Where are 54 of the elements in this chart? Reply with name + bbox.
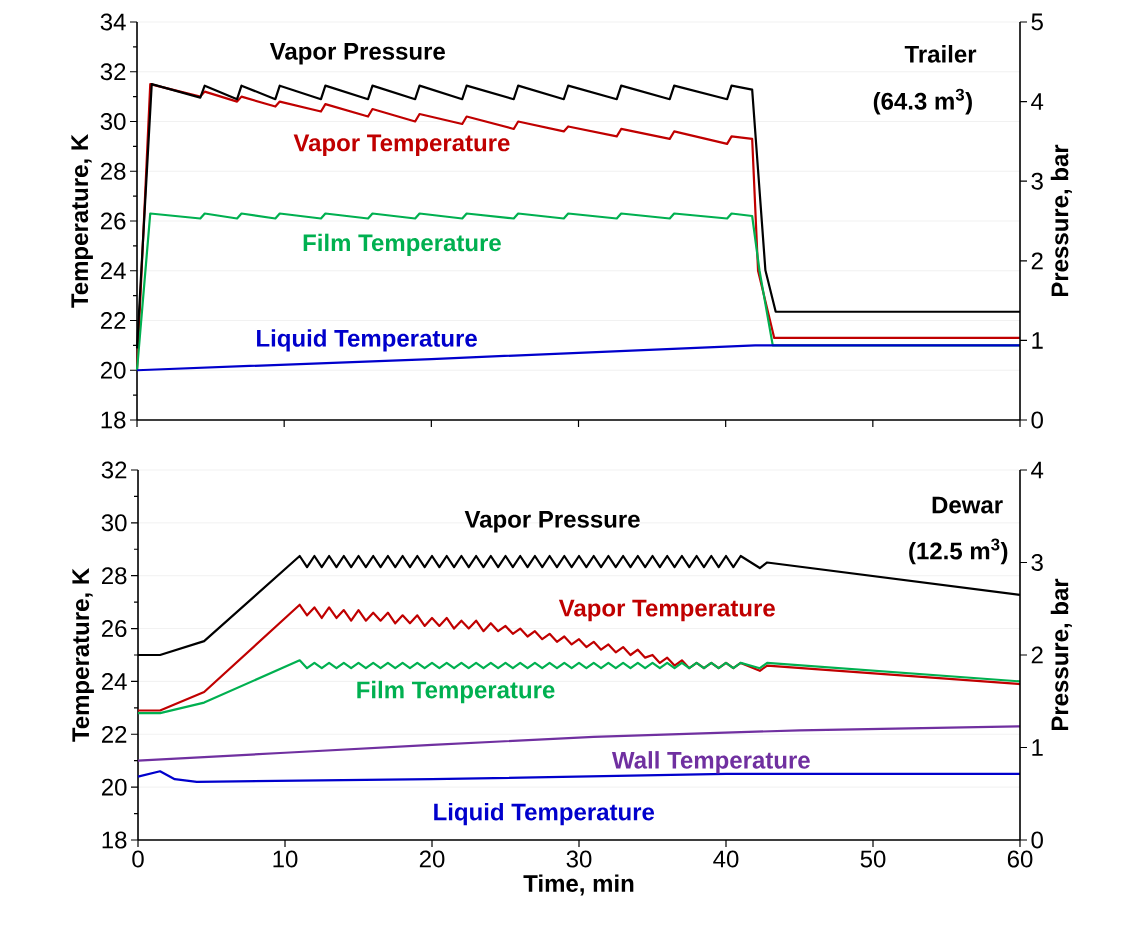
series-label: Wall Temperature [611, 751, 810, 774]
x-tick-label: 60 [1007, 850, 1033, 868]
y-tick-label: 34 [100, 13, 126, 31]
x-tick-label: 50 [860, 850, 886, 868]
y2-tick-label: 4 [1031, 93, 1044, 110]
y-tick-label: 32 [101, 461, 127, 479]
y-tick-label: 18 [101, 411, 126, 429]
y2-tick-label: 0 [1031, 411, 1043, 429]
y-tick-label: 32 [100, 63, 126, 81]
y-tick-label: 26 [100, 212, 126, 230]
y2-tick-label: 2 [1031, 252, 1043, 270]
annotation: Dewar [932, 496, 1003, 514]
x-axis-title: Time, min [523, 874, 634, 896]
y2-tick-label: 5 [1031, 13, 1043, 31]
series-label: Film Temperature [303, 233, 501, 257]
annotation: Trailer [904, 45, 977, 63]
y-tick-label: 24 [100, 262, 126, 280]
y-tick-label: 26 [101, 620, 127, 638]
y2-tick-label: 2 [1031, 646, 1043, 664]
x-tick-label: 10 [273, 850, 298, 868]
y2-tick-label: 1 [1032, 739, 1043, 756]
x-tick-label: 0 [132, 850, 144, 868]
x-tick-label: 30 [566, 850, 592, 868]
series-label: Vapor Pressure [269, 43, 445, 65]
y2-tick-label: 3 [1031, 172, 1043, 190]
series-label: Film Temperature [357, 680, 555, 704]
y-tick-label: 24 [101, 673, 127, 690]
y-tick-label: 18 [102, 831, 127, 849]
y-tick-label: 28 [100, 162, 126, 180]
y-axis-title: Temperature, K [72, 568, 94, 742]
line-series [136, 659, 1022, 715]
series-label: Liquid Temperature [257, 329, 477, 352]
series-label: Vapor Temperature [293, 134, 510, 157]
y2-axis-title: Pressure, bar [1050, 144, 1072, 297]
annotation: (64.3 m$^{3}$) [873, 88, 972, 115]
y2-tick-label: 1 [1032, 332, 1043, 349]
y2-tick-label: 4 [1031, 461, 1044, 479]
y-tick-label: 30 [101, 514, 127, 532]
y-tick-label: 20 [101, 778, 127, 796]
y-tick-label: 28 [101, 567, 127, 585]
y-tick-label: 30 [100, 113, 126, 130]
y2-tick-label: 0 [1031, 831, 1043, 849]
x-tick-label: 20 [419, 850, 445, 868]
y-tick-label: 22 [100, 312, 126, 329]
y-tick-label: 20 [100, 361, 126, 379]
series-label: Vapor Pressure [464, 511, 640, 533]
series-label: Liquid Temperature [434, 802, 655, 826]
x-tick-label: 40 [713, 850, 739, 868]
y2-tick-label: 3 [1031, 554, 1043, 571]
y-tick-label: 22 [101, 725, 127, 743]
annotation: (12.5 m$^{3}$) [909, 538, 1008, 565]
y-axis-title: Temperature, K [71, 134, 93, 308]
y2-axis-title: Pressure, bar [1050, 578, 1072, 731]
series-label: Vapor Temperature [558, 599, 775, 622]
